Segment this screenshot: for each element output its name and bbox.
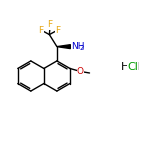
Polygon shape (57, 45, 71, 49)
Text: HCl: HCl (121, 62, 140, 72)
Text: 2: 2 (79, 45, 84, 51)
Text: F: F (38, 26, 44, 35)
Text: O: O (77, 67, 84, 76)
Text: F: F (48, 20, 53, 29)
Text: NH: NH (71, 42, 85, 51)
Text: Cl: Cl (127, 62, 138, 72)
Text: F: F (55, 26, 60, 35)
